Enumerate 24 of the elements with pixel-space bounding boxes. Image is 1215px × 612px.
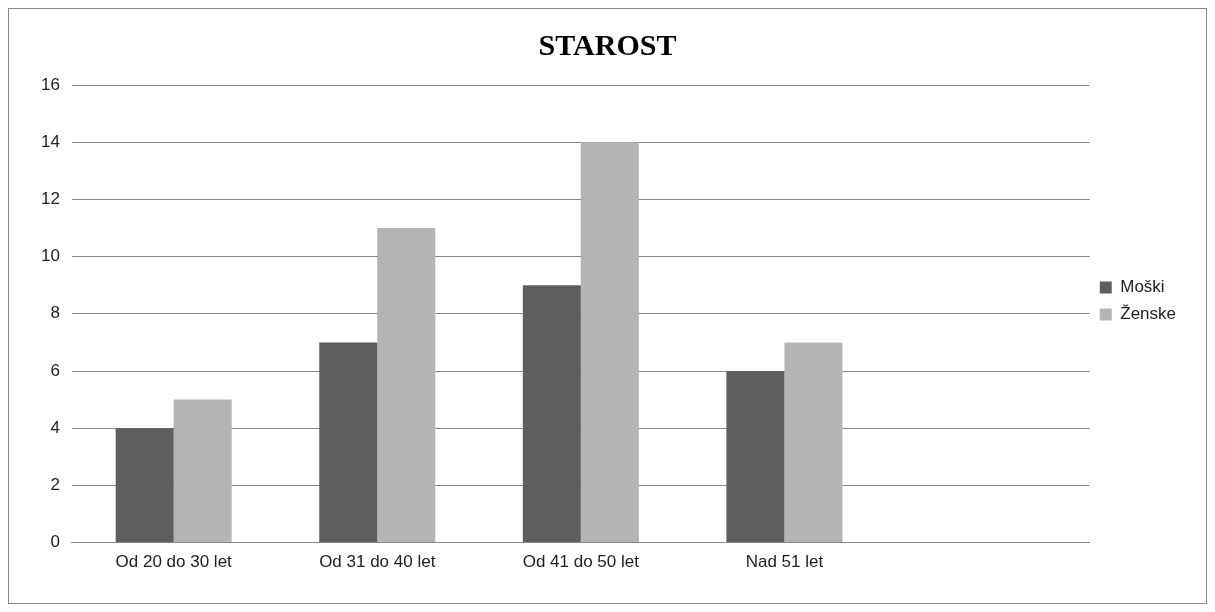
x-tick-label: Od 20 do 30 let [115, 552, 233, 572]
bar [173, 399, 232, 543]
x-tick-label: Od 41 do 50 let [522, 552, 640, 572]
bar [522, 285, 581, 543]
chart-title: STAROST [538, 27, 677, 61]
y-tick-label: 16 [40, 74, 60, 94]
bar [115, 428, 174, 543]
bar [580, 142, 639, 543]
y-tick-label: 8 [50, 303, 60, 323]
x-tick-label: Od 31 do 40 let [319, 552, 436, 572]
x-tick-label: Nad 51 let [745, 552, 824, 572]
bar [377, 228, 436, 543]
legend-label: Moški [1120, 277, 1165, 297]
bar [726, 371, 785, 543]
y-tick-label: 0 [50, 532, 60, 552]
y-tick-label: 4 [50, 417, 60, 437]
bar [319, 342, 378, 543]
y-tick-label: 14 [40, 131, 60, 151]
legend-label: Ženske [1120, 304, 1176, 324]
bar [784, 342, 843, 543]
y-tick-label: 2 [50, 475, 60, 495]
y-tick-label: 12 [40, 189, 60, 209]
y-tick-label: 10 [40, 246, 60, 266]
y-tick-label: 6 [50, 360, 60, 380]
